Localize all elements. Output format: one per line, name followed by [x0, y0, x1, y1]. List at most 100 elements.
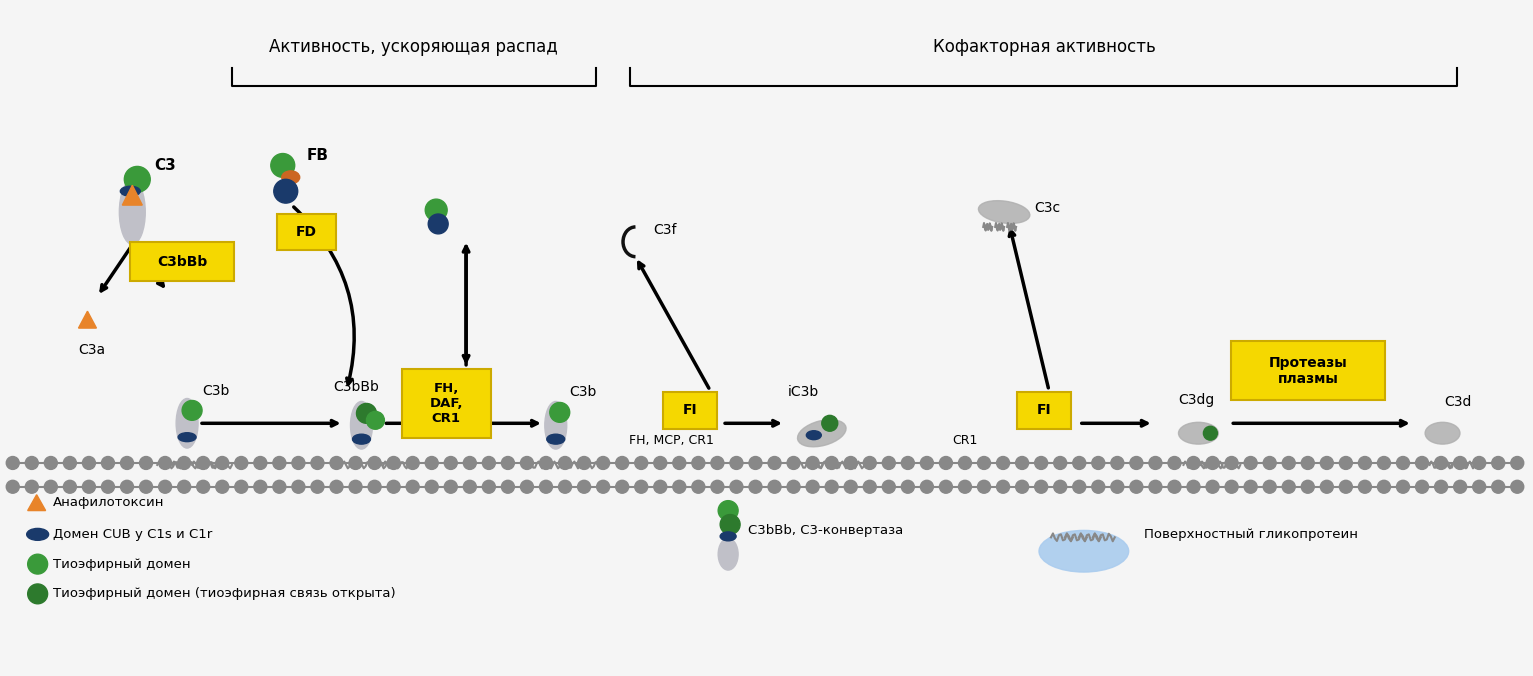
Circle shape	[711, 456, 724, 469]
Text: C3bBb, С3-конвертаза: C3bBb, С3-конвертаза	[748, 524, 903, 537]
Circle shape	[711, 481, 724, 493]
Circle shape	[920, 481, 934, 493]
Circle shape	[26, 456, 38, 469]
Circle shape	[958, 456, 972, 469]
Circle shape	[1340, 481, 1352, 493]
Circle shape	[1148, 481, 1162, 493]
Ellipse shape	[121, 187, 141, 196]
Circle shape	[901, 456, 914, 469]
Circle shape	[158, 456, 172, 469]
Circle shape	[540, 481, 552, 493]
Circle shape	[653, 481, 667, 493]
Circle shape	[357, 404, 377, 423]
Circle shape	[691, 456, 705, 469]
Circle shape	[1492, 456, 1505, 469]
Circle shape	[1397, 456, 1409, 469]
Ellipse shape	[721, 532, 736, 541]
Circle shape	[958, 481, 972, 493]
Text: Тиоэфирный домен: Тиоэфирный домен	[52, 558, 190, 571]
Circle shape	[483, 456, 495, 469]
Circle shape	[1415, 481, 1429, 493]
Circle shape	[1320, 481, 1334, 493]
Circle shape	[182, 400, 202, 420]
Circle shape	[26, 481, 38, 493]
Circle shape	[388, 481, 400, 493]
Circle shape	[768, 456, 780, 469]
Circle shape	[140, 456, 152, 469]
Circle shape	[311, 481, 323, 493]
Circle shape	[483, 481, 495, 493]
Circle shape	[311, 456, 323, 469]
Circle shape	[366, 412, 385, 429]
Circle shape	[1378, 481, 1390, 493]
Ellipse shape	[120, 180, 146, 244]
Text: FH, MCP, CR1: FH, MCP, CR1	[629, 433, 713, 447]
Circle shape	[178, 481, 190, 493]
Circle shape	[428, 214, 448, 234]
Circle shape	[978, 481, 990, 493]
Circle shape	[6, 456, 20, 469]
Circle shape	[558, 481, 572, 493]
Circle shape	[616, 481, 629, 493]
Ellipse shape	[797, 420, 846, 447]
Circle shape	[825, 456, 839, 469]
Circle shape	[1073, 456, 1085, 469]
Text: Домен CUB у C1s и C1r: Домен CUB у C1s и C1r	[52, 528, 212, 541]
Circle shape	[1358, 456, 1372, 469]
Text: Поверхностный гликопротеин: Поверхностный гликопротеин	[1144, 528, 1358, 541]
Circle shape	[750, 456, 762, 469]
Circle shape	[996, 456, 1010, 469]
Circle shape	[1263, 481, 1275, 493]
Circle shape	[822, 415, 837, 431]
Ellipse shape	[176, 398, 198, 448]
Text: C3a: C3a	[78, 343, 106, 357]
Circle shape	[883, 456, 895, 469]
Circle shape	[996, 481, 1010, 493]
Ellipse shape	[1179, 422, 1219, 444]
Circle shape	[388, 456, 400, 469]
Circle shape	[425, 481, 438, 493]
Circle shape	[978, 456, 990, 469]
Circle shape	[1035, 481, 1047, 493]
Ellipse shape	[1039, 531, 1128, 572]
Circle shape	[1282, 456, 1295, 469]
Circle shape	[235, 456, 248, 469]
Text: C3d: C3d	[1444, 395, 1472, 410]
Circle shape	[254, 456, 267, 469]
Circle shape	[1148, 456, 1162, 469]
Circle shape	[863, 481, 877, 493]
Circle shape	[273, 456, 285, 469]
Circle shape	[158, 481, 172, 493]
Text: C3dg: C3dg	[1179, 393, 1214, 408]
FancyBboxPatch shape	[277, 214, 336, 249]
Ellipse shape	[806, 431, 822, 439]
Ellipse shape	[544, 402, 567, 449]
Circle shape	[1206, 456, 1219, 469]
Circle shape	[940, 481, 952, 493]
Circle shape	[750, 481, 762, 493]
Circle shape	[1435, 481, 1447, 493]
Circle shape	[1415, 456, 1429, 469]
Circle shape	[616, 456, 629, 469]
FancyBboxPatch shape	[1231, 341, 1384, 400]
Circle shape	[368, 481, 382, 493]
Circle shape	[121, 456, 133, 469]
Circle shape	[445, 456, 457, 469]
Circle shape	[1245, 481, 1257, 493]
FancyBboxPatch shape	[130, 242, 235, 281]
Circle shape	[28, 584, 48, 604]
Circle shape	[1168, 456, 1180, 469]
Circle shape	[196, 456, 210, 469]
Circle shape	[83, 456, 95, 469]
Circle shape	[825, 481, 839, 493]
Text: FB: FB	[307, 148, 328, 163]
Circle shape	[63, 456, 77, 469]
Circle shape	[1435, 456, 1447, 469]
Circle shape	[196, 481, 210, 493]
Circle shape	[540, 456, 552, 469]
Circle shape	[1206, 481, 1219, 493]
Circle shape	[1302, 456, 1314, 469]
Circle shape	[1397, 481, 1409, 493]
Text: C3b: C3b	[202, 383, 230, 397]
Circle shape	[330, 456, 343, 469]
